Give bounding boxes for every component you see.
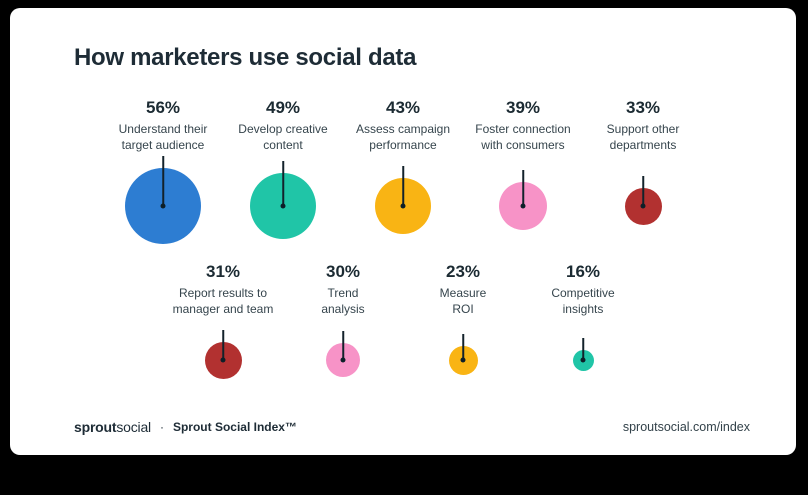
bubble-percentage: 30% (325, 262, 361, 281)
bubble-label: Report results to manager and team (172, 286, 274, 316)
page-title: How marketers use social data (74, 44, 417, 71)
bubble-item: 56% Understand their target audience (103, 98, 223, 248)
center-dot (280, 203, 286, 209)
brand-logo-sprout: sprout (74, 419, 117, 435)
bubble-percentage: 43% (385, 98, 421, 117)
infographic-card: How marketers use social data 56% Unders… (10, 8, 796, 455)
bubble (499, 170, 547, 230)
bubble-item: 43% Assess campaign performance (343, 98, 463, 248)
bubble (572, 337, 594, 371)
bubble-label: Foster connection with consumers (475, 122, 571, 152)
bubble-percentage: 23% (445, 262, 481, 281)
bubble (250, 161, 316, 239)
bubble-item: 49% Develop creative content (223, 98, 343, 248)
bubble-item: 39% Foster connection with consumers (463, 98, 583, 248)
center-dot (220, 357, 226, 363)
leader-line (642, 175, 644, 206)
bubble-item: 23% Measure ROI (403, 262, 523, 382)
center-dot (520, 203, 526, 209)
leader-line (462, 333, 464, 360)
bubble-row-2: 31% Report results to manager and team 3… (10, 262, 796, 382)
bubble (125, 156, 201, 244)
footer-url: sproutsocial.com/index (622, 420, 750, 434)
bubble-label: Develop creative content (238, 122, 328, 152)
bubble (204, 329, 242, 379)
bubble-row-1: 56% Understand their target audience 49%… (10, 98, 796, 248)
center-dot (400, 203, 406, 209)
bubble (624, 175, 662, 225)
bubble-percentage: 56% (145, 98, 181, 117)
bubble-percentage: 16% (565, 262, 601, 281)
bubble-label: Support other departments (606, 122, 680, 152)
center-dot (460, 357, 466, 363)
center-dot (580, 357, 586, 363)
bubble-percentage: 39% (505, 98, 541, 117)
leader-line (342, 331, 344, 360)
separator-dot: · (159, 420, 164, 434)
bubble-label: Trend analysis (321, 286, 365, 316)
bubble (448, 333, 478, 375)
bubble-label: Understand their target audience (118, 122, 208, 152)
bubble (375, 166, 431, 234)
bubble-item: 33% Support other departments (583, 98, 703, 248)
bubble-percentage: 33% (625, 98, 661, 117)
leader-line (522, 170, 524, 206)
bubble-item: 31% Report results to manager and team (163, 262, 283, 382)
bubble-label: Competitive insights (551, 286, 615, 316)
center-dot (160, 203, 166, 209)
bubble-item: 30% Trend analysis (283, 262, 403, 382)
center-dot (340, 357, 346, 363)
brand-lockup: sprout social · Sprout Social Index™ (74, 419, 297, 435)
bubble-label: Measure ROI (439, 286, 487, 316)
bubble (326, 331, 360, 377)
brand-logo-social: social (116, 419, 151, 435)
leader-line (402, 166, 404, 206)
leader-line (162, 156, 164, 206)
bubble-item: 16% Competitive insights (523, 262, 643, 382)
bubble-percentage: 49% (265, 98, 301, 117)
leader-line (282, 161, 284, 206)
center-dot (640, 203, 646, 209)
leader-line (222, 329, 224, 360)
bubble-percentage: 31% (205, 262, 241, 281)
footer: sprout social · Sprout Social Index™ spro… (10, 419, 796, 435)
leader-line (582, 337, 584, 360)
bubble-label: Assess campaign performance (355, 122, 451, 152)
index-label: Sprout Social Index™ (172, 420, 297, 434)
